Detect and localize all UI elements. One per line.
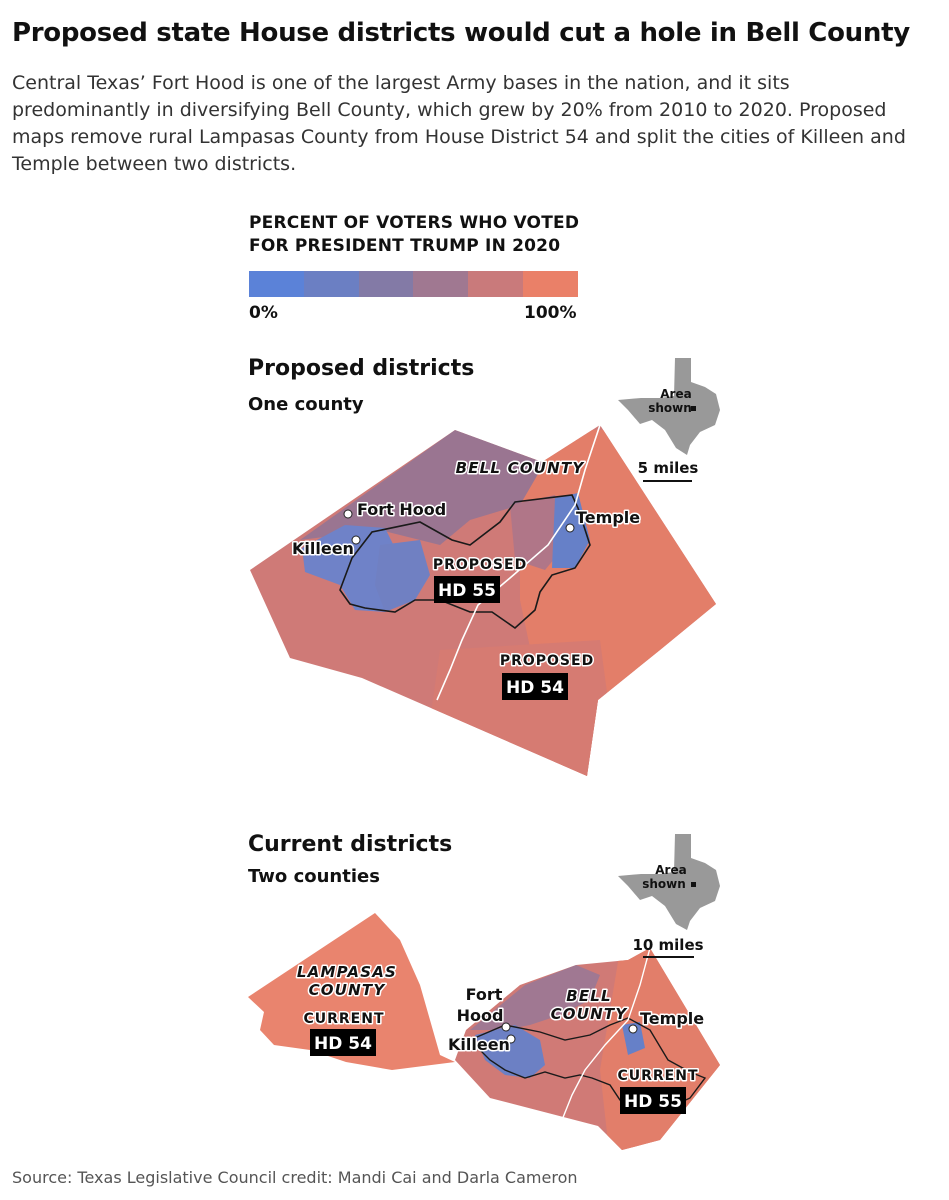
- legend-swatch: [468, 271, 524, 297]
- temple-blue-area-current: [622, 1022, 645, 1055]
- highway-line-current: [559, 947, 651, 1126]
- proposed-hd54-status: PROPOSED: [500, 653, 594, 669]
- inset-location-marker: [691, 406, 696, 411]
- proposed-hd54-name: HD 54: [506, 678, 564, 698]
- proposed-map-title: Proposed districts: [248, 356, 475, 381]
- source-credit: Source: Texas Legislative Council credit…: [12, 1168, 578, 1187]
- fort-hood-area: [300, 430, 545, 545]
- inset-label-line2-current: shown: [642, 877, 686, 891]
- killeen-label: Killeen: [292, 539, 354, 558]
- legend-min-label: 0%: [249, 303, 278, 323]
- current-map-title: Current districts: [248, 832, 453, 857]
- bell-county-label: BELL COUNTY: [456, 459, 586, 477]
- current-hd54-status: CURRENT: [303, 1011, 384, 1027]
- current-districts-map: LAMPASAS COUNTY CURRENT HD 54 BELL COUNT…: [248, 834, 720, 1150]
- inset-label-line1-current: Area: [655, 863, 686, 877]
- proposed-scale-label: 5 miles: [638, 459, 699, 477]
- current-hd54-name: HD 54: [314, 1034, 372, 1054]
- legend-swatch: [303, 271, 359, 297]
- killeen-blue-area-current: [475, 1025, 545, 1078]
- inset-label-line1: Area: [660, 387, 691, 401]
- current-hd55-badge: [620, 1087, 686, 1114]
- proposed-hd54-badge: [502, 673, 568, 700]
- killeen-label-current: Killeen: [448, 1035, 510, 1054]
- legend-title: PERCENT OF VOTERS WHO VOTED FOR PRESIDEN…: [249, 212, 579, 258]
- lampasas-county-shape: [248, 913, 455, 1070]
- inset-location-marker-current: [691, 882, 696, 887]
- texas-inset-proposed: Area shown: [618, 358, 720, 455]
- temple-label-current: Temple: [640, 1009, 704, 1028]
- lampasas-county-label-line1: LAMPASAS: [297, 963, 397, 981]
- legend-swatch: [249, 271, 304, 297]
- proposed-hd55-name: HD 55: [438, 581, 496, 601]
- current-hd55-name: HD 55: [624, 1092, 682, 1112]
- temple-label: Temple: [576, 508, 640, 527]
- current-hd55-status: CURRENT: [617, 1068, 698, 1084]
- legend-max-label: 100%: [524, 303, 577, 323]
- killeen-marker-current: [506, 1034, 516, 1044]
- legend-color-scale: [249, 271, 578, 297]
- proposed-hd55-badge: [434, 576, 500, 603]
- fort-hood-marker: [343, 509, 353, 519]
- fort-hood-area-current: [470, 965, 600, 1030]
- dek: Central Texas’ Fort Hood is one of the l…: [12, 72, 906, 175]
- temple-marker-current: [628, 1024, 638, 1034]
- texas-shape-current: [618, 834, 720, 930]
- legend-title-line1: PERCENT OF VOTERS WHO VOTED: [249, 213, 580, 233]
- killeen-marker: [351, 535, 361, 545]
- proposed-hd55-status: PROPOSED: [433, 557, 527, 573]
- inset-label-line2: shown: [648, 401, 692, 415]
- texas-shape: [618, 358, 720, 455]
- headline: Proposed state House districts would cut…: [12, 18, 910, 48]
- fort-hood-marker-current: [501, 1022, 511, 1032]
- temple-marker: [565, 523, 575, 533]
- legend-swatch: [413, 271, 469, 297]
- fort-hood-label-line1: Fort: [466, 985, 503, 1004]
- fort-hood-label: Fort Hood: [357, 500, 446, 519]
- proposed-hd55-boundary: [339, 494, 591, 630]
- legend-title-line2: FOR PRESIDENT TRUMP IN 2020: [249, 236, 561, 256]
- fort-hood-label-line2: Hood: [457, 1006, 504, 1025]
- proposed-districts-map: BELL COUNTY Fort Hood Killeen Temple PRO…: [250, 358, 720, 776]
- lampasas-county-label-line2: COUNTY: [309, 981, 387, 999]
- proposed-map-subtitle: One county: [248, 394, 364, 415]
- texas-inset-current: Area shown: [618, 834, 720, 930]
- current-scale-label: 10 miles: [632, 936, 703, 954]
- legend-swatch: [358, 271, 414, 297]
- south-killeen-area: [375, 540, 430, 612]
- highway-line: [436, 424, 601, 701]
- bell-county-label-line2: COUNTY: [551, 1005, 629, 1023]
- bell-county-label-line1: BELL: [566, 987, 612, 1005]
- current-map-subtitle: Two counties: [248, 866, 380, 887]
- current-hd54-badge: [310, 1029, 376, 1056]
- legend-swatch: [523, 271, 578, 297]
